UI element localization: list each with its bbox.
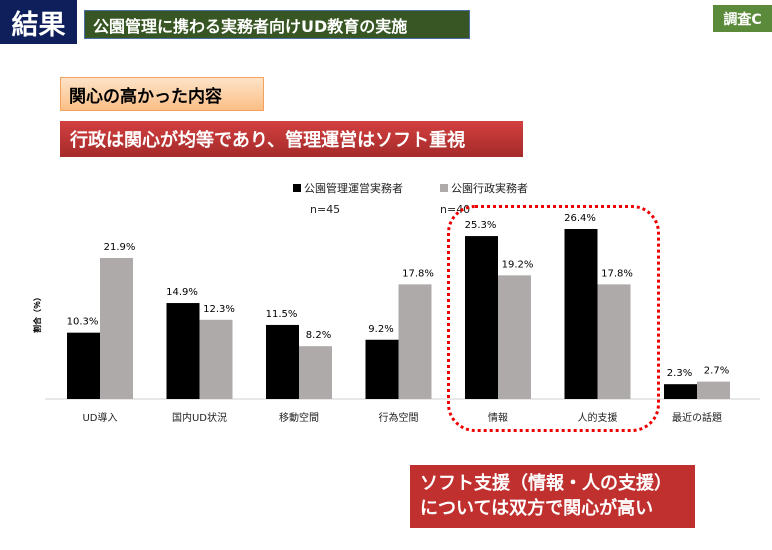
data-label: 17.8% [601, 268, 633, 279]
data-label: 10.3% [67, 317, 99, 328]
callout-line-1: ソフト支援（情報・人の支援） [420, 473, 672, 494]
data-label: 14.9% [166, 287, 198, 298]
data-label: 17.8% [402, 268, 434, 279]
result-label: 結果 [0, 0, 77, 44]
callout-line-2: については双方で関心が高い [420, 498, 654, 519]
data-label: 12.3% [203, 304, 235, 315]
legend-label: 公園行政実務者 [451, 181, 528, 195]
bar-kanri-2 [266, 324, 299, 399]
bar-gyosei-4 [498, 275, 531, 399]
bar-gyosei-5 [597, 284, 631, 399]
data-label: 2.7% [704, 366, 729, 377]
sample-size-label: n=45 [310, 203, 340, 216]
x-tick-label: 移動空間 [279, 411, 319, 424]
data-label: 8.2% [306, 330, 331, 341]
x-tick-label: 行為空間 [379, 411, 419, 424]
data-label: 9.2% [368, 324, 393, 335]
survey-tag: 調査C [713, 5, 772, 32]
bar-gyosei-0 [100, 257, 133, 399]
legend-swatch [293, 184, 301, 192]
callout-box: ソフト支援（情報・人の支援） については双方で関心が高い [410, 465, 695, 528]
x-tick-label: 情報 [488, 411, 508, 424]
data-label: 21.9% [104, 242, 136, 253]
legend-label: 公園管理運営実務者 [304, 181, 403, 195]
y-axis-label: 割合（％） [32, 293, 42, 333]
data-label: 25.3% [465, 220, 497, 231]
bar-kanri-3 [365, 339, 399, 399]
x-tick-label: UD導入 [82, 411, 117, 424]
data-label: 26.4% [564, 213, 596, 224]
bar-kanri-5 [564, 228, 598, 399]
bar-kanri-1 [166, 303, 200, 399]
data-label: 2.3% [667, 368, 692, 379]
bar-kanri-6 [664, 384, 697, 399]
highlight-dotted-frame [447, 205, 660, 432]
data-label: 11.5% [266, 309, 298, 320]
x-tick-label: 最近の話題 [672, 411, 722, 424]
x-tick-label: 人的支援 [578, 411, 618, 424]
bar-gyosei-6 [697, 381, 730, 399]
bar-gyosei-3 [398, 284, 432, 399]
topic-label: 関心の高かった内容 [60, 77, 264, 111]
bar-gyosei-1 [199, 319, 233, 399]
data-label: 19.2% [502, 259, 534, 270]
legend-swatch [440, 184, 448, 192]
bar-kanri-4 [465, 236, 498, 399]
bar-kanri-0 [67, 332, 100, 399]
bar-gyosei-2 [299, 346, 332, 399]
claim-banner: 行政は関心が均等であり、管理運営はソフト重視 [60, 121, 523, 157]
slide-title: 公園管理に携わる実務者向けUD教育の実施 [84, 10, 470, 39]
x-tick-label: 国内UD状況 [172, 411, 227, 424]
